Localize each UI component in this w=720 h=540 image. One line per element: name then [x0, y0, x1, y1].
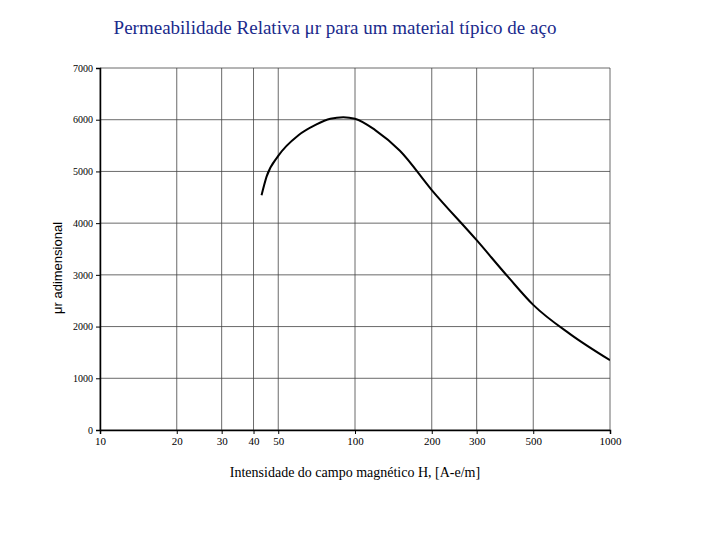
x-tick-label: 200: [424, 435, 441, 447]
grid-line-x: [253, 68, 254, 430]
y-tick: 1000: [73, 373, 100, 384]
y-axis-title: μr adimensional: [50, 222, 65, 314]
x-axis-title: Intensidade do campo magnético H, [A-e/m…: [230, 465, 480, 480]
x-tick: 500: [525, 430, 542, 447]
x-tick-label: 10: [95, 435, 107, 447]
x-tick: 10: [95, 430, 107, 447]
series: [262, 117, 610, 360]
x-tick-mark: [177, 430, 178, 434]
y-tick: 4000: [73, 218, 100, 229]
x-tick: 20: [172, 430, 184, 447]
y-tick: 0: [88, 425, 100, 436]
y-tick-mark: [96, 378, 100, 379]
grid-line-x: [476, 68, 477, 430]
x-tick: 30: [217, 430, 229, 447]
y-tick-mark: [96, 120, 100, 121]
x-tick: 200: [424, 430, 441, 447]
y-tick-label: 0: [88, 425, 93, 436]
grid-line-x: [610, 68, 611, 430]
y-tick-mark: [96, 275, 100, 276]
y-tick-label: 1000: [73, 373, 93, 384]
x-tick-mark: [355, 430, 356, 434]
grid-line-y: [100, 274, 610, 275]
grid-line-x: [176, 68, 177, 430]
y-tick-mark: [96, 430, 100, 431]
y-tick: 7000: [73, 63, 100, 74]
x-tick-mark: [477, 430, 478, 434]
y-tick-label: 7000: [73, 63, 93, 74]
x-axis-line: [101, 431, 611, 435]
x-tick-label: 40: [249, 435, 261, 447]
y-axis-line: [96, 69, 101, 431]
x-tick: 40: [249, 430, 261, 447]
y-axis: 0 1000 2000 3000 4000 5000 6000 7000: [73, 63, 101, 436]
grid-line-x: [278, 68, 279, 430]
x-tick-label: 20: [172, 435, 184, 447]
y-tick-label: 4000: [73, 218, 93, 229]
chart: 10 20 30 40 50 100 200 300 500 1000 0 1000 2000 3000 4…: [0, 0, 720, 540]
x-tick: 50: [273, 430, 285, 447]
x-tick-label: 1000: [600, 435, 623, 447]
grid: [100, 68, 610, 430]
grid-line-x: [431, 68, 432, 430]
y-tick-mark: [96, 327, 100, 328]
y-tick-mark: [96, 68, 100, 69]
grid-line-x: [355, 68, 356, 430]
x-tick-mark: [533, 430, 534, 434]
grid-line-y: [100, 223, 610, 224]
title: Permeabilidade Relativa μr para um mater…: [114, 17, 557, 38]
x-tick: 100: [347, 430, 364, 447]
x-tick-mark: [432, 430, 433, 434]
grid-line-y: [100, 171, 610, 172]
x-tick: 300: [469, 430, 486, 447]
grid-line-y: [100, 68, 610, 69]
x-tick-mark: [278, 430, 279, 434]
grid-line-x: [533, 68, 534, 430]
x-tick: 1000: [600, 430, 623, 447]
x-tick-label: 500: [525, 435, 542, 447]
y-tick-mark: [96, 171, 100, 172]
y-tick-label: 3000: [73, 270, 93, 281]
y-tick: 6000: [73, 114, 100, 125]
x-tick-label: 100: [347, 435, 364, 447]
x-tick-mark: [222, 430, 223, 434]
y-tick: 2000: [73, 321, 100, 332]
x-tick-mark: [254, 430, 255, 434]
x-axis: 10 20 30 40 50 100 200 300 500 1000: [95, 430, 622, 447]
plot: 10 20 30 40 50 100 200 300 500 1000 0 1000 2000 3000 4…: [73, 63, 622, 447]
y-tick-mark: [96, 223, 100, 224]
x-tick-label: 50: [273, 435, 285, 447]
x-tick-label: 30: [217, 435, 229, 447]
curve: [262, 117, 610, 360]
y-tick-label: 5000: [73, 166, 93, 177]
grid-line-x: [221, 68, 222, 430]
y-tick-label: 2000: [73, 321, 93, 332]
y-tick: 3000: [73, 270, 100, 281]
grid-line-y: [100, 378, 610, 379]
y-tick-label: 6000: [73, 114, 93, 125]
y-tick: 5000: [73, 166, 100, 177]
x-tick-label: 300: [469, 435, 486, 447]
x-tick-mark: [610, 430, 611, 434]
grid-line-y: [100, 326, 610, 327]
